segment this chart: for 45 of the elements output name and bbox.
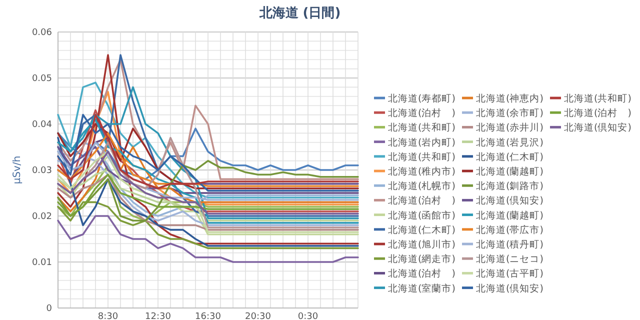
- legend-label: 北海道(倶知安): [476, 194, 544, 207]
- x-tick-label: 0:30: [298, 312, 318, 320]
- legend-label: 北海道(泊村 ): [564, 107, 632, 120]
- y-tick-label: 0: [46, 304, 52, 314]
- legend-label: 北海道(札幌市): [388, 180, 456, 192]
- legend-label: 北海道(室蘭市): [388, 282, 456, 294]
- legend-label: 北海道(函館市): [388, 209, 456, 222]
- x-tick-label: 12:30: [145, 312, 172, 320]
- legend-label: 北海道(仁木町): [388, 224, 456, 236]
- legend-label: 北海道(寿都町): [388, 92, 456, 104]
- legend-label: 北海道(岩見沢): [476, 136, 544, 148]
- legend-label: 北海道(ニセコ): [476, 253, 544, 266]
- legend-label: 北海道(神恵内): [476, 92, 544, 104]
- legend-label: 北海道(旭川市): [388, 238, 456, 250]
- legend-label: 北海道(余市町): [476, 107, 544, 120]
- legend-label: 北海道(積丹町): [476, 238, 544, 250]
- x-tick-label: 20:30: [245, 312, 272, 320]
- legend-label: 北海道(泊村 ): [388, 268, 456, 280]
- legend-label: 北海道(仁木町): [476, 150, 544, 163]
- legend-label: 北海道(倶知安): [564, 122, 632, 134]
- legend-label: 北海道(稚内市): [388, 166, 456, 178]
- x-tick-label: 8:30: [98, 312, 118, 320]
- legend-label: 北海道(蘭越町): [476, 209, 544, 222]
- legend-label: 北海道(倶知安): [476, 282, 544, 294]
- y-tick-label: 0.03: [32, 166, 52, 176]
- legend-label: 北海道(帯広市): [476, 224, 544, 236]
- legend-label: 北海道(共和町): [388, 122, 456, 134]
- x-tick-label: 16:30: [195, 312, 222, 320]
- y-tick-label: 0.04: [32, 120, 52, 130]
- legend-label: 北海道(共和町): [564, 92, 632, 104]
- legend-label: 北海道(古平町): [476, 268, 544, 280]
- y-tick-label: 0.05: [32, 74, 52, 84]
- legend-label: 北海道(共和町): [388, 150, 456, 163]
- y-axis-title: μSv/h: [12, 156, 23, 184]
- legend-label: 北海道(蘭越町): [476, 166, 544, 178]
- legend-label: 北海道(赤井川): [476, 122, 544, 134]
- y-tick-label: 0.06: [32, 28, 52, 38]
- y-tick-label: 0.02: [32, 212, 52, 222]
- legend-label: 北海道(網走市): [388, 253, 456, 266]
- legend-label: 北海道(岩内町): [388, 136, 456, 148]
- legend-label: 北海道(釧路市): [476, 180, 544, 192]
- y-tick-label: 0.01: [32, 258, 52, 268]
- legend-label: 北海道(泊村 ): [388, 107, 456, 120]
- chart-title: 北海道 (日間): [258, 6, 341, 21]
- legend-label: 北海道(泊村 ): [388, 194, 456, 207]
